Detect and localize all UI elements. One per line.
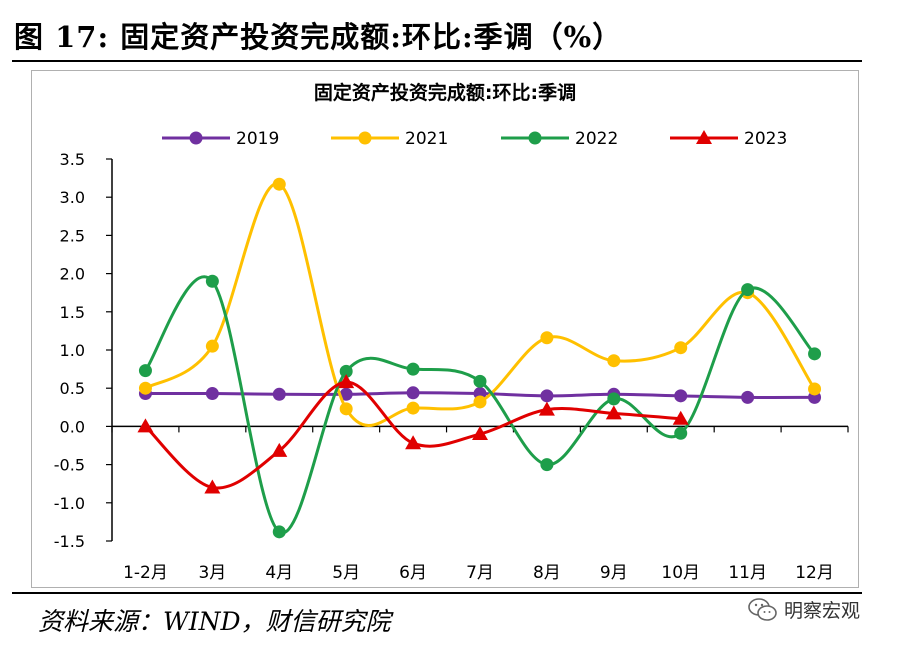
data-point-2022	[205, 274, 219, 288]
y-axis: -1.5 -1.0 -0.5 0.0 0.5 1.0 1.5 2.0 2.5 3.0 3.5	[54, 150, 113, 551]
data-point-2022	[473, 374, 487, 388]
chart-title: 固定资产投资完成额:环比:季调	[314, 81, 576, 104]
data-point-2022	[540, 458, 554, 472]
data-point-2019	[205, 387, 219, 401]
legend-marker	[189, 131, 203, 145]
data-point-2021	[540, 331, 554, 345]
data-point-2023	[271, 442, 288, 457]
legend-label: 2022	[575, 129, 618, 149]
watermark: 明察宏观	[748, 596, 860, 623]
data-point-2021	[406, 401, 420, 415]
line-chart: 固定资产投资完成额:环比:季调 2019 2021 2022 2023 -1.5-1.…	[54, 81, 849, 583]
x-tick-label: 3月	[198, 563, 226, 583]
data-point-2023	[338, 374, 355, 389]
legend-label: 2021	[405, 129, 448, 149]
data-point-2021	[138, 381, 152, 395]
series-layer	[137, 177, 822, 539]
data-point-2023	[405, 435, 422, 450]
series-line-2023	[144, 380, 681, 490]
legend-item-2021: 2021	[331, 129, 448, 149]
data-point-2021	[473, 395, 487, 409]
data-point-2023	[538, 401, 555, 416]
series-2022	[138, 274, 822, 539]
data-point-2022	[741, 283, 755, 297]
x-tick-label: 5月	[332, 563, 360, 583]
x-tick-label: 7月	[466, 563, 494, 583]
data-point-2023	[472, 426, 488, 441]
data-point-2019	[406, 386, 420, 400]
y-tick-label: 0.0	[60, 417, 85, 436]
x-tick-label: 8月	[533, 563, 561, 583]
legend-label: 2019	[236, 129, 279, 149]
data-point-2021	[272, 177, 286, 191]
legend-item-2019: 2019	[162, 129, 279, 149]
source-rule	[12, 592, 862, 594]
legend-marker	[696, 130, 712, 144]
y-tick-label: 3.0	[60, 188, 85, 207]
x-tick-label: 6月	[399, 563, 427, 583]
legend-item-2022: 2022	[501, 129, 618, 149]
data-point-2021	[674, 341, 688, 355]
series-2023	[137, 374, 689, 494]
x-tick-label: 12月	[795, 563, 834, 583]
data-point-2022	[138, 364, 152, 378]
y-tick-label: -1.5	[54, 532, 85, 551]
data-point-2019	[674, 389, 688, 403]
x-tick-label: 4月	[265, 563, 293, 583]
chart-legend: 2019 2021 2022 2023	[162, 129, 787, 149]
legend-label: 2023	[744, 129, 787, 149]
data-point-2023	[605, 405, 622, 420]
watermark-text: 明察宏观	[784, 600, 861, 622]
data-point-2021	[607, 354, 621, 368]
figure-title: 图 17: 固定资产投资完成额:环比:季调（%）	[14, 20, 623, 54]
wechat-icon	[748, 597, 777, 621]
y-tick-label: 3.5	[60, 150, 85, 169]
x-tick-label: 1-2月	[123, 563, 168, 583]
data-point-2021	[205, 339, 219, 353]
legend-marker	[528, 131, 542, 145]
data-point-2022	[272, 525, 286, 539]
y-tick-label: -1.0	[54, 494, 85, 513]
y-tick-label: 1.0	[60, 341, 85, 360]
data-point-2019	[339, 387, 353, 401]
data-point-2023	[137, 418, 154, 433]
y-tick-label: 2.5	[60, 226, 85, 245]
data-point-2022	[406, 362, 420, 376]
y-tick-label: 0.5	[60, 379, 85, 398]
data-point-2023	[672, 410, 689, 425]
y-tick-label: -0.5	[54, 456, 85, 475]
source-note: 资料来源：WIND，财信研究院	[38, 607, 391, 636]
title-rule	[12, 60, 862, 62]
data-point-2021	[808, 382, 822, 396]
x-tick-label: 10月	[661, 563, 700, 583]
data-point-2022	[674, 426, 688, 440]
data-point-2023	[204, 479, 221, 494]
chart-frame	[31, 70, 859, 588]
data-point-2022	[607, 392, 621, 406]
x-tick-label: 11月	[728, 563, 767, 583]
data-point-2021	[339, 402, 353, 416]
data-point-2019	[741, 390, 755, 404]
data-point-2019	[272, 387, 286, 401]
legend-marker	[358, 131, 372, 145]
series-line-2022	[144, 275, 816, 535]
x-tick-label: 9月	[600, 563, 628, 583]
y-tick-label: 2.0	[60, 265, 85, 284]
y-tick-label: 1.5	[60, 303, 85, 322]
data-point-2022	[339, 364, 353, 378]
data-point-2022	[808, 347, 822, 361]
legend-item-2023: 2023	[670, 129, 787, 149]
data-point-2019	[540, 389, 554, 403]
x-axis: 1-2月 3月 4月 5月 6月 7月 8月 9月 10月 11月 12月	[111, 425, 849, 583]
series-line-2021	[144, 182, 816, 427]
